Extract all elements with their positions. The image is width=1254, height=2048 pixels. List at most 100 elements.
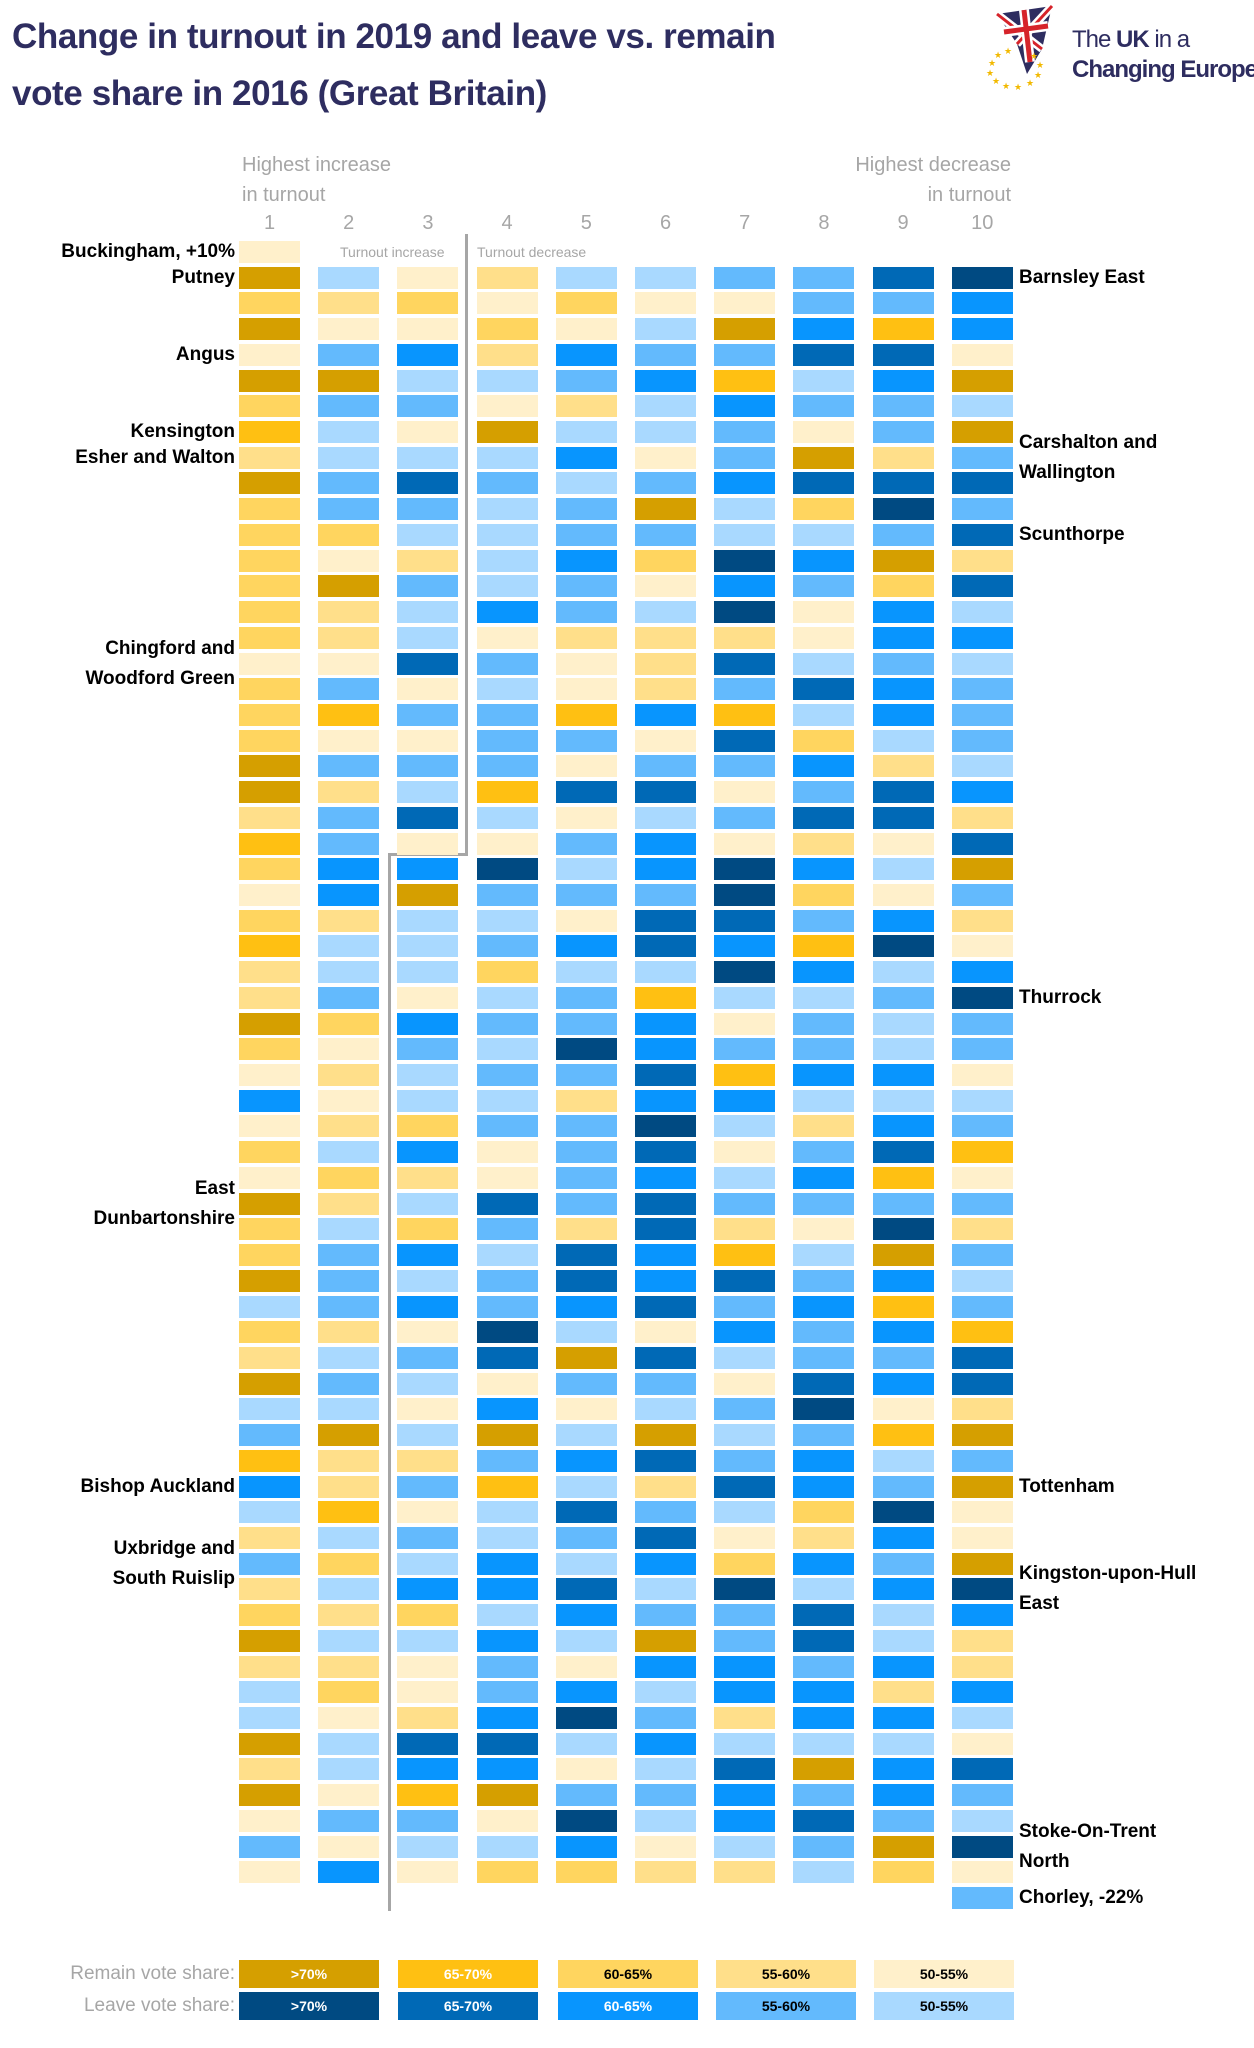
- heatmap-cell: [397, 858, 459, 881]
- constituency-label-line: Thurrock: [1019, 986, 1102, 1008]
- heatmap-cell: [397, 1218, 459, 1241]
- heatmap-cell: [951, 1218, 1013, 1241]
- heatmap-cell: [397, 1089, 459, 1112]
- heatmap-cell: [476, 1192, 538, 1215]
- heatmap-cell: [951, 1115, 1013, 1138]
- heatmap-cell: [951, 884, 1013, 906]
- heatmap-cell: [872, 1038, 934, 1061]
- heatmap-cell: [476, 1861, 538, 1884]
- heatmap-cell: [714, 1115, 776, 1138]
- constituency-label: Tottenham: [1019, 1472, 1115, 1502]
- column-number: 7: [739, 212, 751, 234]
- heatmap-cell: [714, 421, 776, 444]
- heatmap-cell: [397, 369, 459, 392]
- heatmap-cell: [951, 1166, 1013, 1189]
- heatmap-cell: [951, 523, 1013, 546]
- heatmap-cell: [793, 549, 855, 572]
- constituency-label: Barnsley East: [1019, 263, 1145, 293]
- heatmap-cell: [872, 421, 934, 444]
- heatmap-cell: [555, 1809, 617, 1832]
- constituency-label-line: Chorley, -22%: [1019, 1887, 1144, 1909]
- heatmap-cell: [476, 1012, 538, 1035]
- heatmap-cell: [476, 1424, 538, 1447]
- heatmap-cell: [555, 1707, 617, 1730]
- heatmap-cell: [793, 1835, 855, 1858]
- heatmap-cell: [318, 1038, 380, 1061]
- heatmap-cell: [555, 1552, 617, 1575]
- heatmap-cell: [635, 806, 696, 829]
- heatmap-cell: [793, 472, 855, 495]
- heatmap-cell: [397, 1604, 459, 1627]
- heatmap-cell: [793, 1038, 855, 1061]
- heatmap-cell: [951, 1038, 1013, 1061]
- heatmap-cell: [793, 1424, 855, 1447]
- heatmap-cell: [318, 1398, 380, 1421]
- heatmap-cell: [872, 1835, 934, 1858]
- heatmap-cell: [239, 1629, 300, 1652]
- heatmap-cell: [951, 1784, 1013, 1807]
- heatmap-cell: [239, 1604, 300, 1627]
- heatmap-cell: [476, 1758, 538, 1781]
- heatmap-cell: [635, 498, 696, 521]
- heatmap-cell: [635, 1424, 696, 1447]
- constituency-label: Kingston-upon-Hull East: [1019, 1559, 1196, 1619]
- heatmap-cell: [951, 1707, 1013, 1730]
- heatmap-cell: [951, 472, 1013, 495]
- heatmap-cell: [476, 832, 538, 855]
- heatmap-cell: [555, 1166, 617, 1189]
- heatmap-cell: [714, 1346, 776, 1369]
- heatmap-cell: [239, 1141, 300, 1164]
- legend-leave-swatch: 65-70%: [398, 1992, 538, 2020]
- heatmap-cell: [318, 1269, 380, 1292]
- heatmap-cell: [793, 1578, 855, 1601]
- heatmap-cell: [555, 1475, 617, 1498]
- heatmap-cell: [239, 832, 300, 855]
- heatmap-cell: [239, 703, 300, 726]
- constituency-label-line: Esher and Walton: [75, 446, 235, 468]
- constituency-label: East Dunbartonshire: [94, 1174, 235, 1234]
- constituency-label-line: Stoke-On-Trent: [1019, 1820, 1157, 1842]
- heatmap-cell: [635, 1244, 696, 1267]
- heatmap-cell: [476, 1244, 538, 1267]
- heatmap-cell: [239, 678, 300, 701]
- heatmap-cell: [714, 1089, 776, 1112]
- heatmap-cell: [397, 1321, 459, 1344]
- heatmap-cell: [397, 1527, 459, 1549]
- heatmap-cell: [635, 523, 696, 546]
- heatmap-cell: [239, 1475, 300, 1498]
- heatmap-cell: [239, 626, 300, 649]
- heatmap-cell: [555, 678, 617, 701]
- heatmap-cell: [397, 1269, 459, 1292]
- heatmap-cell: [635, 1166, 696, 1189]
- heatmap-cell: [635, 1449, 696, 1472]
- heatmap-cell: [239, 1758, 300, 1781]
- heatmap-cell: [476, 986, 538, 1009]
- constituency-label: Angus: [176, 340, 235, 370]
- heatmap-cell: [714, 266, 776, 289]
- heatmap-cell: [872, 1784, 934, 1807]
- heatmap-cell: [555, 601, 617, 624]
- constituency-label: Putney: [172, 263, 235, 293]
- heatmap-cell: [872, 1089, 934, 1112]
- heatmap-cell: [318, 318, 380, 341]
- heatmap-cell: [318, 549, 380, 572]
- heatmap-cell: [872, 1681, 934, 1704]
- heatmap-cell: [239, 1269, 300, 1292]
- heatmap-cell: [872, 884, 934, 906]
- heatmap-cell: [239, 1346, 300, 1369]
- heatmap-cell: [239, 1578, 300, 1601]
- heatmap-cell: [793, 1115, 855, 1138]
- constituency-label-line: South Ruislip: [112, 1567, 235, 1589]
- heatmap-cell: [714, 1809, 776, 1832]
- heatmap-cell: [555, 395, 617, 418]
- heatmap-cell: [714, 549, 776, 572]
- heatmap-cell: [635, 1604, 696, 1627]
- heatmap-cell: [872, 1578, 934, 1601]
- legend-leave-swatch: >70%: [239, 1992, 379, 2020]
- constituency-label: Stoke-On-Trent North: [1019, 1817, 1156, 1877]
- heatmap-cell: [714, 1578, 776, 1601]
- heatmap-cell: [793, 1192, 855, 1215]
- heatmap-cell: [951, 1244, 1013, 1267]
- heatmap-cell: [635, 369, 696, 392]
- heatmap-cell: [239, 1321, 300, 1344]
